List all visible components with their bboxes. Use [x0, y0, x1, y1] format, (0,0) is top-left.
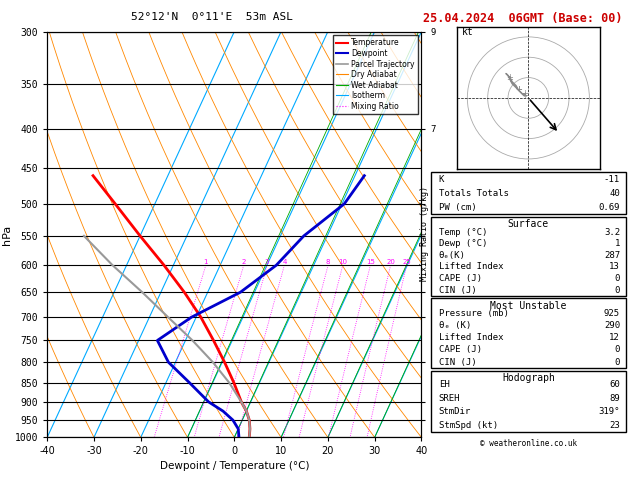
Text: Surface: Surface: [508, 219, 549, 229]
Text: +: +: [521, 89, 528, 98]
Text: +: +: [506, 73, 513, 82]
Text: 3.2: 3.2: [604, 228, 620, 237]
Text: 25: 25: [403, 259, 411, 265]
Text: Totals Totals: Totals Totals: [438, 189, 508, 198]
X-axis label: Dewpoint / Temperature (°C): Dewpoint / Temperature (°C): [160, 461, 309, 470]
Text: 89: 89: [610, 394, 620, 403]
Y-axis label: km
ASL: km ASL: [458, 225, 474, 244]
Text: 40: 40: [610, 189, 620, 198]
Text: EH: EH: [438, 381, 449, 389]
Text: -11: -11: [604, 175, 620, 184]
Text: 12: 12: [610, 333, 620, 342]
Text: +: +: [515, 85, 521, 94]
Text: PW (cm): PW (cm): [438, 203, 476, 212]
Text: +: +: [521, 91, 528, 101]
Text: CAPE (J): CAPE (J): [438, 274, 482, 283]
Text: kt: kt: [462, 27, 474, 37]
Text: CAPE (J): CAPE (J): [438, 346, 482, 354]
Text: 0: 0: [615, 358, 620, 367]
Text: SREH: SREH: [438, 394, 460, 403]
Text: 2: 2: [242, 259, 246, 265]
Text: 1: 1: [204, 259, 208, 265]
Text: 0: 0: [615, 286, 620, 295]
Text: 925: 925: [604, 309, 620, 317]
Text: Lifted Index: Lifted Index: [438, 333, 503, 342]
Text: 20: 20: [386, 259, 395, 265]
Text: StmDir: StmDir: [438, 407, 471, 417]
Text: 8: 8: [326, 259, 330, 265]
Text: 15: 15: [366, 259, 375, 265]
Text: 0: 0: [615, 346, 620, 354]
Text: CIN (J): CIN (J): [438, 286, 476, 295]
Text: 10: 10: [338, 259, 347, 265]
Text: Temp (°C): Temp (°C): [438, 228, 487, 237]
Text: Hodograph: Hodograph: [502, 373, 555, 383]
Text: 287: 287: [604, 251, 620, 260]
Text: StmSpd (kt): StmSpd (kt): [438, 421, 498, 430]
Text: 60: 60: [610, 381, 620, 389]
Text: Pressure (mb): Pressure (mb): [438, 309, 508, 317]
Legend: Temperature, Dewpoint, Parcel Trajectory, Dry Adiabat, Wet Adiabat, Isotherm, Mi: Temperature, Dewpoint, Parcel Trajectory…: [333, 35, 418, 114]
Text: Lifted Index: Lifted Index: [438, 262, 503, 272]
Text: 52°12'N  0°11'E  53m ASL: 52°12'N 0°11'E 53m ASL: [131, 12, 293, 22]
Text: CIN (J): CIN (J): [438, 358, 476, 367]
Text: 0.69: 0.69: [599, 203, 620, 212]
Text: +: +: [515, 85, 521, 94]
Y-axis label: hPa: hPa: [2, 225, 12, 244]
Text: 0: 0: [615, 274, 620, 283]
Text: Mixing Ratio (g/kg): Mixing Ratio (g/kg): [420, 186, 429, 281]
Text: © weatheronline.co.uk: © weatheronline.co.uk: [480, 439, 577, 448]
Text: θₑ (K): θₑ (K): [438, 321, 471, 330]
Text: 319°: 319°: [599, 407, 620, 417]
Text: +: +: [506, 75, 513, 84]
Text: 4: 4: [282, 259, 287, 265]
Text: θₑ(K): θₑ(K): [438, 251, 465, 260]
Text: Dewp (°C): Dewp (°C): [438, 239, 487, 248]
Text: Most Unstable: Most Unstable: [490, 300, 567, 311]
Text: 290: 290: [604, 321, 620, 330]
Text: K: K: [438, 175, 444, 184]
Text: 13: 13: [610, 262, 620, 272]
Text: 1: 1: [615, 239, 620, 248]
Text: 23: 23: [610, 421, 620, 430]
Text: 25.04.2024  06GMT (Base: 00): 25.04.2024 06GMT (Base: 00): [423, 12, 623, 25]
Text: 3: 3: [265, 259, 269, 265]
